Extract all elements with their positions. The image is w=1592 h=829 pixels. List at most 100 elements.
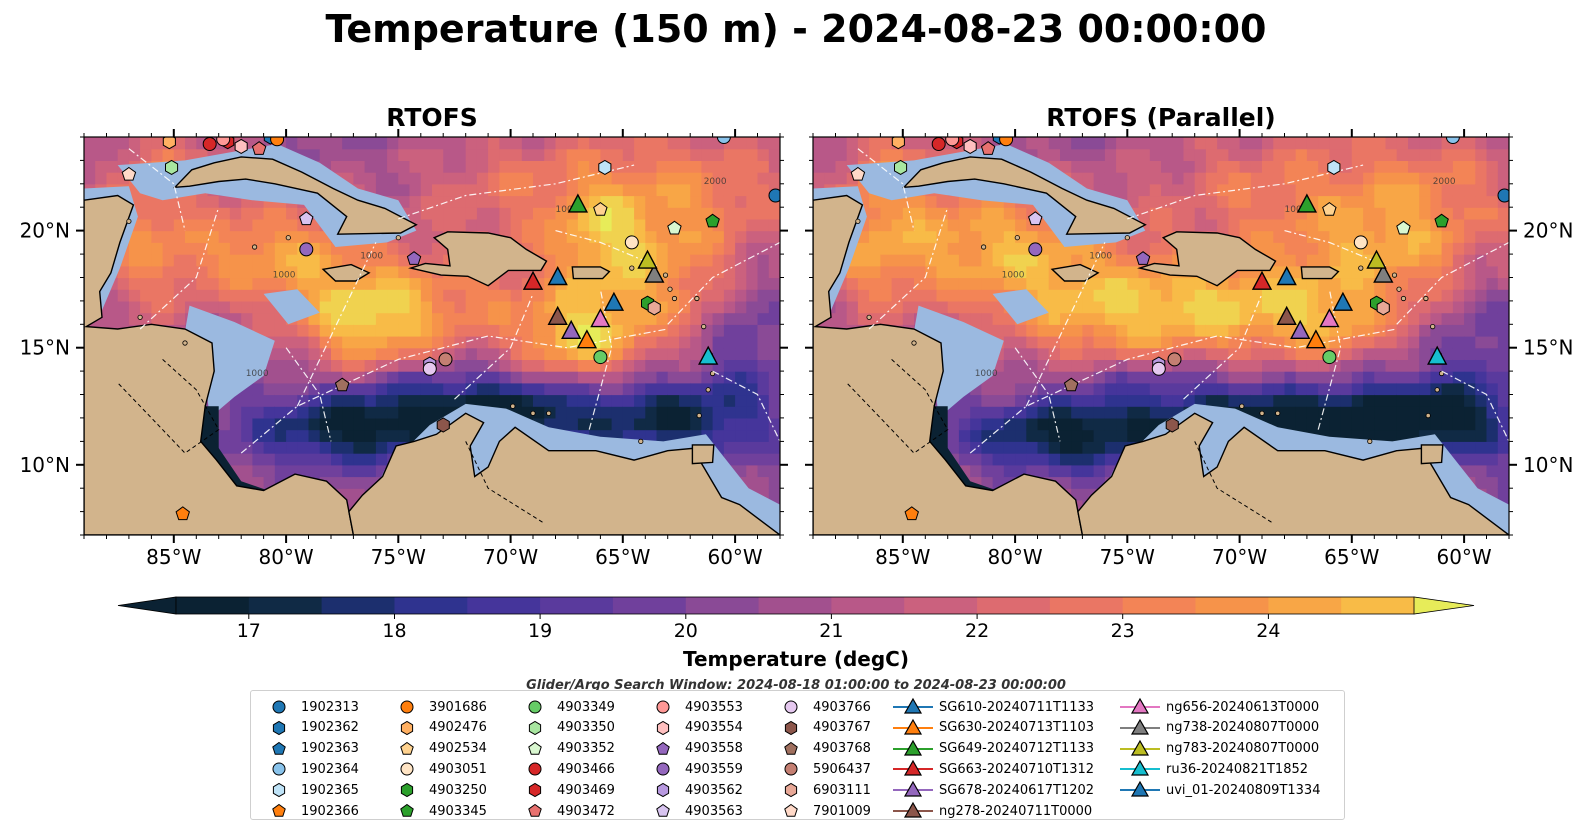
temp-cell bbox=[880, 207, 893, 220]
colorbar-bin bbox=[1341, 597, 1415, 614]
temp-cell bbox=[1060, 406, 1072, 419]
contour-label: 1000 bbox=[246, 369, 269, 379]
temp-cell bbox=[207, 195, 220, 208]
temp-cell bbox=[331, 359, 343, 372]
temp-cell bbox=[1217, 347, 1229, 360]
temp-cell bbox=[566, 207, 579, 220]
temp-cell bbox=[1295, 394, 1308, 407]
temp-cell bbox=[1048, 382, 1061, 396]
temp-cell bbox=[712, 160, 725, 173]
temp-cell bbox=[902, 207, 915, 220]
temp-cell bbox=[690, 148, 702, 161]
small-island bbox=[285, 235, 291, 241]
legend-label: 4903768 bbox=[813, 741, 871, 757]
argo-markers bbox=[121, 137, 780, 521]
temp-cell bbox=[533, 230, 545, 243]
temp-cell bbox=[409, 312, 422, 325]
temp-cell bbox=[1116, 265, 1128, 279]
temp-cell bbox=[600, 417, 613, 431]
temp-cell bbox=[701, 324, 714, 337]
legend-marker bbox=[1120, 718, 1160, 735]
temp-cell bbox=[880, 300, 893, 314]
temp-cell bbox=[1048, 137, 1061, 150]
temp-cell bbox=[1194, 336, 1207, 349]
temp-cell bbox=[1430, 172, 1443, 185]
temp-cell bbox=[690, 277, 702, 290]
temp-cell bbox=[1048, 347, 1061, 360]
temp-cell bbox=[690, 371, 702, 384]
temp-cell bbox=[1284, 347, 1297, 360]
temp-cell bbox=[476, 336, 489, 349]
temp-cell bbox=[297, 148, 310, 161]
temp-cell bbox=[1284, 137, 1297, 150]
temp-cell bbox=[1396, 183, 1409, 197]
temp-cell bbox=[1475, 207, 1488, 220]
temp-cell bbox=[869, 300, 881, 314]
temp-cell bbox=[1026, 148, 1039, 161]
temp-cell bbox=[1015, 277, 1027, 290]
temp-cell bbox=[331, 406, 343, 419]
temp-cell bbox=[218, 207, 231, 220]
temp-cell bbox=[1104, 183, 1117, 197]
temp-cell bbox=[1048, 242, 1061, 255]
colorbar-tick-label: 17 bbox=[237, 620, 261, 642]
temp-cell bbox=[95, 172, 107, 185]
temp-cell bbox=[364, 324, 377, 337]
temp-cell bbox=[387, 183, 399, 197]
legend-label: 1902363 bbox=[301, 741, 359, 757]
temp-cell bbox=[286, 382, 298, 396]
temp-cell bbox=[1048, 277, 1061, 290]
temp-cell bbox=[331, 417, 343, 431]
temp-cell bbox=[1026, 382, 1039, 396]
temp-cell bbox=[1082, 476, 1095, 489]
temp-cell bbox=[398, 289, 411, 302]
temp-cell bbox=[308, 382, 321, 396]
temp-cell bbox=[891, 265, 904, 279]
temp-cell bbox=[1351, 406, 1364, 419]
temp-cell bbox=[634, 371, 646, 384]
temp-cell bbox=[1149, 289, 1162, 302]
temp-cell bbox=[196, 242, 209, 255]
temp-cell bbox=[891, 195, 904, 208]
legend-label: ng278-20240711T0000 bbox=[939, 803, 1093, 819]
small-island bbox=[866, 314, 872, 320]
glider-SG678-20240617T1202 bbox=[561, 319, 582, 339]
temp-cell bbox=[768, 371, 780, 384]
temp-cell bbox=[1419, 183, 1431, 197]
temp-cell bbox=[1475, 265, 1488, 279]
temp-cell bbox=[353, 148, 366, 161]
temp-cell bbox=[1464, 172, 1476, 185]
temp-cell bbox=[746, 148, 759, 161]
temp-cell bbox=[947, 218, 960, 232]
temp-cell bbox=[589, 160, 601, 173]
temp-cell bbox=[1351, 160, 1364, 173]
temp-cell bbox=[656, 254, 669, 267]
temp-cell bbox=[1475, 406, 1488, 419]
temp-cell bbox=[420, 289, 433, 302]
temp-cell bbox=[1149, 148, 1162, 161]
eez-boundary bbox=[128, 148, 186, 231]
legend-item-4903051: 4903051 bbox=[389, 759, 487, 779]
temp-cell bbox=[589, 277, 601, 290]
temp-cell bbox=[1306, 207, 1319, 220]
temp-cell bbox=[1015, 265, 1027, 279]
temp-cell bbox=[712, 336, 725, 349]
temp-cell bbox=[521, 406, 534, 419]
temp-cell bbox=[263, 254, 276, 267]
temp-cell bbox=[364, 441, 377, 454]
temp-cell bbox=[1026, 429, 1039, 442]
temp-cell bbox=[600, 254, 613, 267]
temp-cell bbox=[1452, 347, 1465, 360]
temp-cell bbox=[1003, 254, 1016, 267]
temp-cell bbox=[128, 230, 141, 243]
temp-cell bbox=[533, 394, 545, 407]
temp-cell bbox=[1228, 218, 1241, 232]
temp-cell bbox=[1486, 464, 1499, 478]
land-southAmerica bbox=[348, 412, 780, 535]
temp-cell bbox=[1351, 347, 1364, 360]
temp-cell bbox=[1138, 406, 1151, 419]
temp-cell bbox=[1071, 417, 1083, 431]
temp-cell bbox=[488, 359, 500, 372]
temp-cell bbox=[229, 300, 242, 314]
